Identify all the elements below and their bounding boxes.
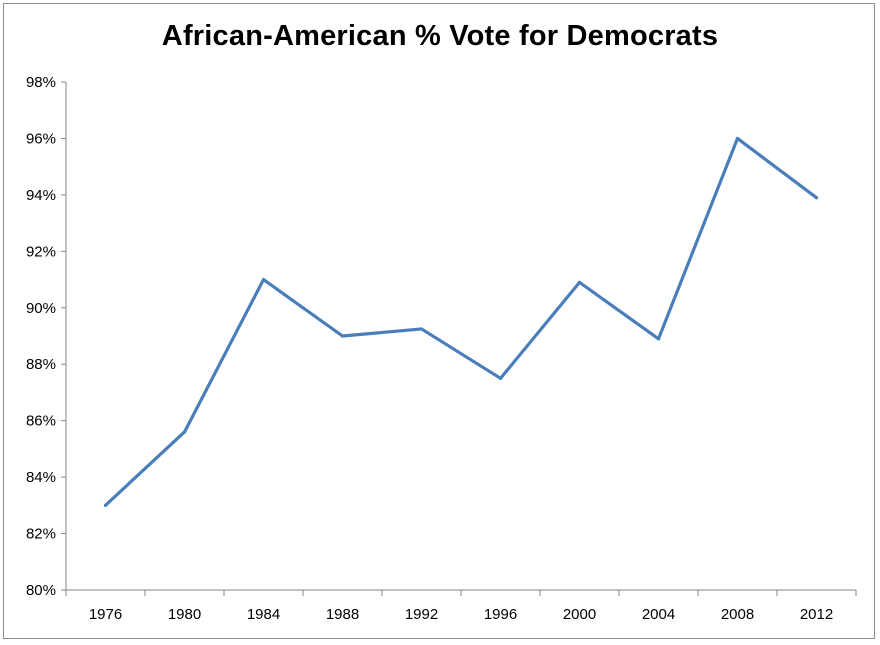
series-line [103, 136, 819, 507]
x-tick-label: 2000 [563, 606, 596, 623]
x-tick-label: 1992 [405, 606, 438, 623]
data-point [814, 196, 819, 200]
y-tick-label: 80% [26, 582, 56, 599]
x-tick-label: 1976 [89, 606, 122, 623]
y-tick-label: 98% [26, 74, 56, 91]
x-tick-label: 2012 [800, 606, 833, 623]
x-tick-label: 2008 [721, 606, 754, 623]
data-point [656, 337, 661, 341]
y-tick-label: 90% [26, 300, 56, 317]
data-point [498, 376, 503, 380]
x-tick-label: 1996 [484, 606, 517, 623]
x-axis: 1976 1980 1984 1988 1992 1996 2000 2004 2008 2012 [65, 589, 857, 623]
y-tick-label: 86% [26, 413, 56, 430]
data-point [340, 334, 345, 338]
y-tick-label: 82% [26, 526, 56, 543]
data-point [261, 277, 266, 282]
series-layer [103, 136, 819, 507]
y-tick-label: 84% [26, 469, 56, 486]
y-axis: 80% 82% 84% 86% 88% 90% 92% 94% 96% 98% [26, 74, 67, 599]
y-tick-label: 92% [26, 243, 56, 260]
x-tick-label: 1984 [247, 606, 280, 623]
data-point [735, 136, 740, 141]
x-tick-label: 2004 [642, 606, 675, 623]
chart-title: African-American % Vote for Democrats [161, 20, 719, 52]
data-point [103, 503, 108, 507]
chart-frame [3, 3, 875, 639]
data-point [182, 430, 187, 434]
x-tick-label: 1980 [168, 606, 201, 623]
y-tick-label: 94% [26, 187, 56, 204]
x-tick-label: 1988 [326, 606, 359, 623]
y-tick-label: 96% [26, 130, 56, 147]
y-tick-label: 88% [26, 356, 56, 373]
data-point [419, 327, 424, 331]
data-point [577, 280, 582, 284]
